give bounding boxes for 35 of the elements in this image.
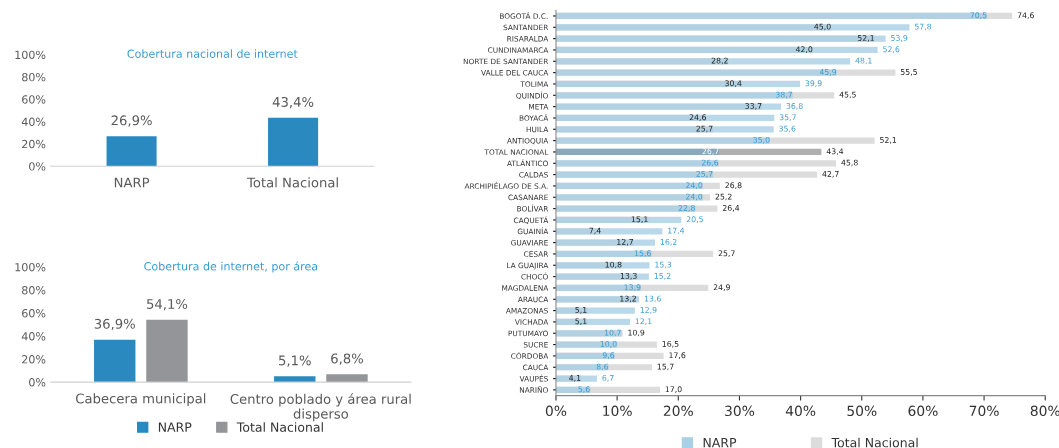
y-tick-label: 80%	[22, 72, 46, 82]
y-tick-label: 80%	[22, 286, 46, 295]
y-tick-label: 60%	[22, 309, 46, 318]
data-label: 43,4%	[272, 96, 314, 109]
data-label: 6,8%	[331, 353, 364, 365]
x-tick-label: 0%	[545, 405, 567, 417]
legend-label: NARP	[703, 438, 737, 448]
data-label: 26,9%	[111, 115, 152, 127]
x-tick-label: Cabecera municipal	[76, 393, 206, 407]
y-tick-label: 100%	[15, 262, 46, 272]
x-tick-label: 20%	[663, 405, 693, 417]
data-label: 36,9%	[94, 318, 135, 331]
y-tick-label: 20%	[22, 355, 46, 364]
legend-label: Total Nacional	[236, 422, 323, 432]
y-tick-label: 100%	[15, 50, 46, 60]
x-tick-label: Centro poblado y área rural disperso	[230, 393, 411, 422]
y-tick-label: 40%	[21, 332, 46, 341]
x-tick-label: 80%	[1030, 405, 1059, 417]
x-tick-label: 40%	[785, 405, 816, 417]
y-tick-label: 0%	[29, 378, 46, 387]
chart-title: Cobertura nacional de internet	[127, 49, 298, 58]
x-tick-label: 60%	[908, 405, 938, 417]
x-tick-label: 30%	[725, 405, 755, 417]
y-tick-label: 40%	[21, 117, 46, 126]
legend-label: NARP	[158, 422, 192, 432]
x-tick-label: 50%	[847, 405, 877, 417]
legend-label: Total Nacional	[831, 437, 918, 448]
x-tick-label: 70%	[969, 405, 999, 417]
y-tick-label: 0%	[29, 162, 46, 171]
data-label: 5,1%	[279, 355, 311, 367]
chart-title: Cobertura de internet, por área	[144, 261, 318, 273]
data-label: 54,1%	[147, 298, 188, 311]
x-tick-label: 10%	[603, 405, 632, 417]
y-tick-label: 60%	[22, 95, 46, 104]
y-tick-label: 20%	[22, 139, 46, 149]
